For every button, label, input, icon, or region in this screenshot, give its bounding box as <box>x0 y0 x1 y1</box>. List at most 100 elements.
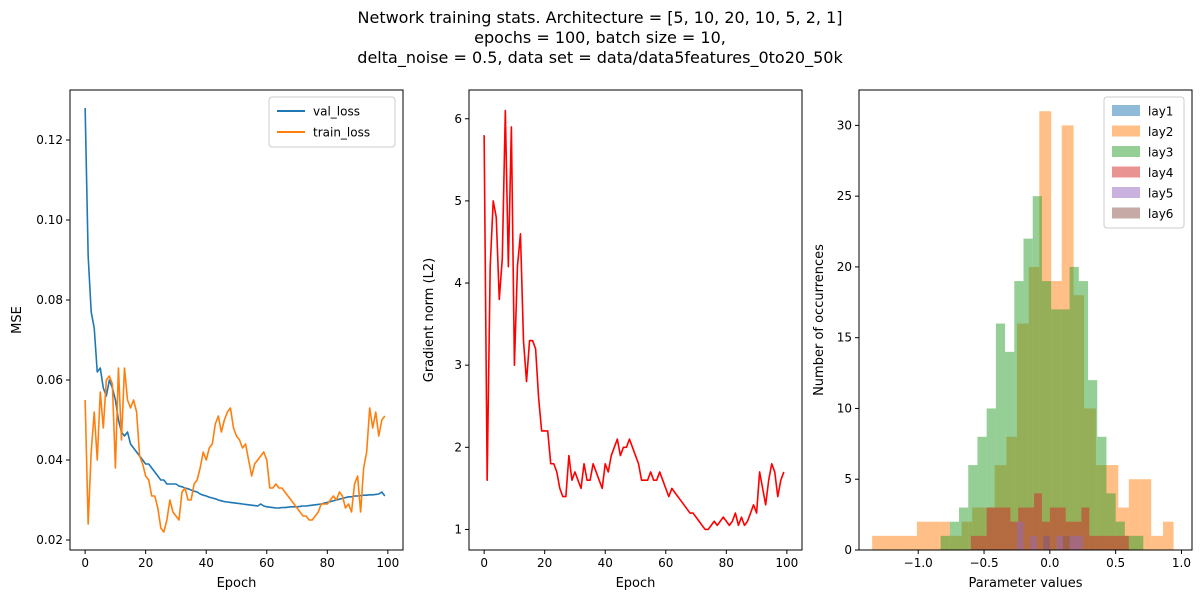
x-tick-label: 0 <box>81 556 89 570</box>
y-tick-label: 0.02 <box>36 533 63 547</box>
hist-bar-lay3 <box>1078 281 1089 550</box>
series-line-train_loss <box>84 367 386 533</box>
axes-frame <box>468 89 803 551</box>
x-tick-label: 100 <box>376 556 399 570</box>
x-tick-label: 1.0 <box>1172 556 1191 570</box>
x-axis-label: Epoch <box>616 576 656 591</box>
legend-swatch-lay1 <box>1112 105 1140 116</box>
hist-bar-lay3 <box>1097 436 1107 550</box>
y-axis-label: Gradient norm (L2) <box>422 258 437 382</box>
y-tick-label: 1 <box>454 522 462 536</box>
x-tick-label: 20 <box>138 556 153 570</box>
y-tick-label: 5 <box>454 194 462 208</box>
hist-bar-lay3 <box>1088 380 1098 550</box>
x-tick-label: 20 <box>537 556 552 570</box>
hist-bar-lay4 <box>1002 507 1011 550</box>
x-tick-label: 0 <box>480 556 488 570</box>
x-tick-label: 60 <box>259 556 274 570</box>
hist-bar-lay4 <box>1113 535 1121 550</box>
hist-bar-lay4 <box>1097 535 1106 550</box>
hist-bar-lay3 <box>968 465 978 550</box>
y-tick-label: 10 <box>837 401 852 415</box>
hist-bar-lay3 <box>1005 351 1015 550</box>
y-tick-label: 2 <box>454 440 462 454</box>
hist-bar-lay2 <box>1163 521 1174 550</box>
x-tick-label: −0.5 <box>969 556 998 570</box>
hist-bar-lay2 <box>1151 535 1164 550</box>
legend-swatch-lay2 <box>1112 125 1140 137</box>
hist-bar-lay4 <box>1034 493 1042 550</box>
y-tick-label: 15 <box>837 331 852 345</box>
hist-bar-lay2 <box>872 535 883 550</box>
hist-bar-lay3 <box>940 535 950 550</box>
hist-bar-lay4 <box>1057 507 1066 550</box>
legend-label-lay2: lay2 <box>1148 125 1173 139</box>
hist-bar-lay3 <box>959 507 969 550</box>
hist-bar-lay3 <box>1023 238 1033 550</box>
x-tick-label: 0.0 <box>1040 556 1059 570</box>
hist-bar-lay4 <box>986 507 995 550</box>
hist-bar-lay5 <box>1076 535 1083 550</box>
hist-bar-lay2 <box>905 535 917 550</box>
figure-title-line-1: Network training stats. Architecture = [… <box>357 8 843 27</box>
x-axis-label: Epoch <box>217 576 257 591</box>
hist-bar-lay2 <box>894 535 906 550</box>
hist-bar-lay3 <box>1134 535 1144 550</box>
hist-bar-lay2 <box>882 535 895 550</box>
hist-bar-lay5 <box>1030 535 1037 550</box>
x-tick-label: −1.0 <box>904 556 933 570</box>
legend-label-val_loss: val_loss <box>313 105 360 119</box>
legend-swatch-lay4 <box>1112 166 1140 178</box>
x-axis-label: Parameter values <box>968 576 1082 591</box>
x-tick-label: 100 <box>775 556 798 570</box>
legend: lay1 lay2 lay3 lay4 lay5 lay6 <box>1103 96 1185 229</box>
y-tick-label: 0 <box>844 543 852 557</box>
hist-bar-lay3 <box>1032 196 1042 550</box>
hist-bar-lay4 <box>978 535 987 550</box>
legend-label-lay6: lay6 <box>1148 207 1173 221</box>
hist-bar-lay4 <box>1026 507 1035 550</box>
hist-bar-lay3 <box>1069 266 1079 550</box>
figure-title: Network training stats. Architecture = [… <box>0 8 1200 68</box>
hist-bar-lay2 <box>916 521 928 550</box>
hist-bar-lay2 <box>927 521 940 550</box>
y-axis-label: Number of occurrences <box>812 244 827 396</box>
y-tick-label: 3 <box>454 358 462 372</box>
hist-bar-lay4 <box>1081 507 1090 550</box>
x-tick-label: 80 <box>719 556 734 570</box>
hist-bar-lay2 <box>1128 479 1141 550</box>
x-tick-label: 60 <box>658 556 673 570</box>
chart-panel-2: 0 20 40 60 80 100 1 2 3 4 5 6 Epoch Gradient norm (L2… <box>422 89 803 591</box>
hist-bar-lay4 <box>1120 535 1129 550</box>
hist-bar-lay2 <box>1140 479 1152 550</box>
y-tick-label: 0.04 <box>36 453 63 467</box>
legend-label-train_loss: train_loss <box>313 126 370 140</box>
y-tick-label: 0.12 <box>36 133 63 147</box>
legend-label-lay3: lay3 <box>1148 146 1173 160</box>
x-tick-label: 80 <box>320 556 335 570</box>
y-tick-label: 0.08 <box>36 293 63 307</box>
x-tick-label: 40 <box>199 556 214 570</box>
y-tick-label: 4 <box>454 276 462 290</box>
legend-label-lay1: lay1 <box>1148 105 1173 119</box>
series-line-series-1 <box>483 109 785 531</box>
hist-bar-lay3 <box>986 408 996 550</box>
y-tick-label: 20 <box>837 260 852 274</box>
hist-bar-lay4 <box>1010 521 1019 550</box>
hist-bar-lay3 <box>1051 309 1061 550</box>
series-line-val_loss <box>84 107 386 509</box>
hist-bar-lay4 <box>1089 535 1098 550</box>
hist-bar-lay3 <box>1060 309 1070 550</box>
hist-bar-lay3 <box>949 521 960 550</box>
legend-label-lay4: lay4 <box>1148 166 1173 180</box>
axes-frame <box>858 89 1193 551</box>
hist-bar-lay6 <box>1043 535 1050 550</box>
y-tick-label: 6 <box>454 112 462 126</box>
x-tick-label: 0.5 <box>1106 556 1125 570</box>
hist-bar-lay5 <box>1016 521 1024 550</box>
y-tick-label: 25 <box>837 189 852 203</box>
hist-bar-lay5 <box>1069 535 1077 550</box>
hist-bar-lay3 <box>1106 493 1116 550</box>
legend-swatch-lay3 <box>1112 146 1140 157</box>
